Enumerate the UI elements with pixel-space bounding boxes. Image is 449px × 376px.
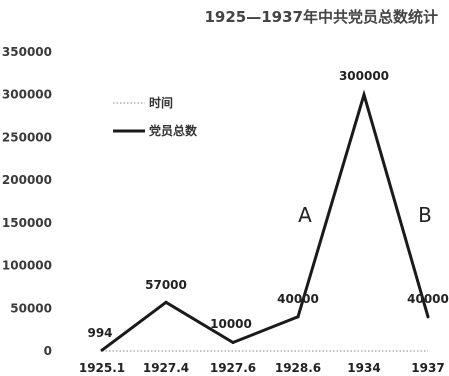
data-label: 10000	[210, 317, 252, 331]
data-label: 57000	[145, 278, 187, 292]
y-tick-label: 0	[44, 344, 52, 358]
chart-title: 1925—1937年中共党员总数统计	[205, 8, 439, 26]
y-tick-label: 100000	[2, 259, 52, 273]
legend-label-时间: 时间	[149, 95, 173, 110]
y-tick-label: 200000	[2, 173, 52, 187]
x-tick-label: 1928.6	[275, 361, 321, 375]
x-axis-ticks: 1925.1 1927.4 1927.6 1928.6 1934 1937	[79, 361, 445, 375]
series-line-党员总数	[101, 89, 430, 352]
data-point	[296, 315, 300, 319]
data-point	[362, 93, 366, 97]
legend-label-党员总数: 党员总数	[149, 123, 198, 138]
x-tick-label: 1927.6	[210, 361, 256, 375]
data-label: 40000	[407, 292, 449, 306]
annotation-a: A	[298, 203, 312, 227]
data-label: 300000	[339, 69, 389, 83]
y-tick-label: 250000	[2, 130, 52, 144]
y-tick-label: 300000	[2, 88, 52, 102]
x-tick-label: 1937	[411, 361, 444, 375]
y-axis-ticks: 0 50000 100000 150000 200000 250000 300000 3500…	[2, 45, 52, 358]
data-point	[426, 315, 430, 319]
data-point	[100, 348, 104, 352]
data-point	[164, 300, 168, 304]
annotation-b: B	[418, 203, 432, 227]
data-label: 994	[87, 326, 112, 340]
data-label: 40000	[277, 292, 319, 306]
data-labels: 994 57000 10000 40000 300000 40000	[87, 69, 449, 352]
data-point	[231, 340, 235, 344]
y-tick-label: 150000	[2, 216, 52, 230]
legend: 时间 党员总数	[113, 95, 198, 138]
y-tick-label: 350000	[2, 45, 52, 59]
y-tick-label: 50000	[10, 301, 52, 315]
x-tick-label: 1934	[347, 361, 380, 375]
x-tick-label: 1927.4	[143, 361, 189, 375]
x-tick-label: 1925.1	[79, 361, 125, 375]
